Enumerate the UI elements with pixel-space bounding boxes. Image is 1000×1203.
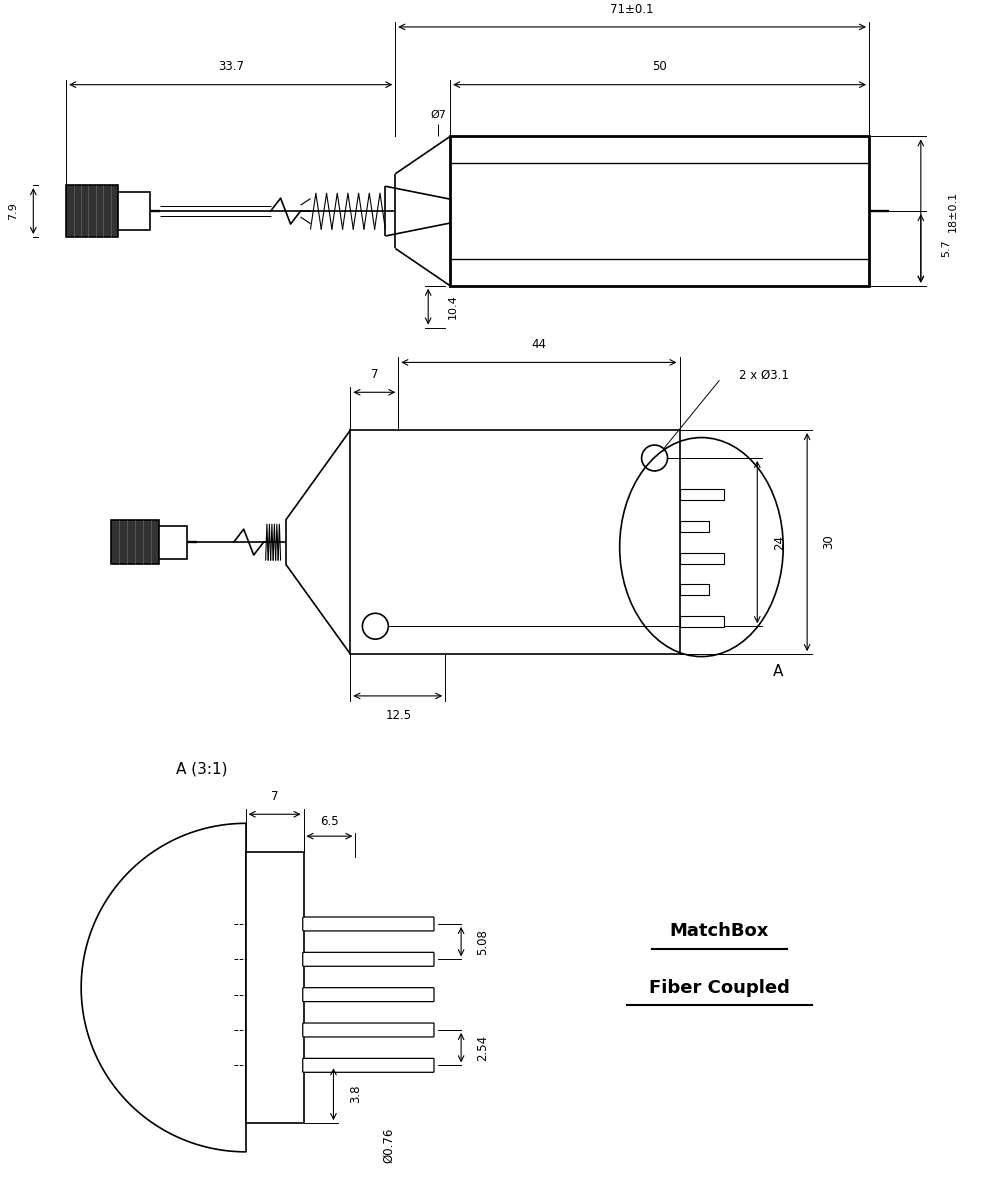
Text: MatchBox: MatchBox [670, 921, 769, 940]
Text: Ø7: Ø7 [430, 109, 446, 119]
Bar [118, 192, 150, 230]
Bar [159, 526, 187, 558]
Text: A: A [773, 664, 783, 678]
Text: 7.9: 7.9 [8, 202, 18, 220]
Bar [111, 520, 159, 564]
Text: 71±0.1: 71±0.1 [610, 2, 654, 16]
Text: Ø0.76: Ø0.76 [382, 1127, 395, 1162]
Text: 2 x Ø3.1: 2 x Ø3.1 [739, 369, 789, 381]
Text: 10.4: 10.4 [448, 295, 458, 319]
Bar [680, 616, 724, 627]
Text: 44: 44 [531, 338, 546, 351]
Text: 24: 24 [773, 534, 786, 550]
Text: 2.54: 2.54 [477, 1035, 490, 1061]
Bar [680, 521, 709, 532]
Text: Fiber Coupled: Fiber Coupled [649, 978, 790, 996]
Bar [680, 488, 724, 499]
Text: 3.8: 3.8 [349, 1085, 362, 1103]
Text: 30: 30 [823, 534, 836, 550]
FancyBboxPatch shape [303, 953, 434, 966]
FancyBboxPatch shape [303, 917, 434, 931]
FancyBboxPatch shape [303, 1023, 434, 1037]
Text: 33.7: 33.7 [218, 60, 244, 73]
Circle shape [642, 445, 668, 470]
Text: 5.7: 5.7 [941, 239, 951, 257]
Text: 6.5: 6.5 [320, 814, 339, 828]
Text: 7: 7 [271, 790, 278, 802]
Bar [680, 552, 724, 563]
FancyBboxPatch shape [303, 1059, 434, 1072]
Text: 5.08: 5.08 [477, 929, 490, 954]
Bar [450, 136, 869, 286]
Bar [350, 431, 680, 654]
Text: 7: 7 [371, 368, 378, 381]
Text: 12.5: 12.5 [385, 710, 411, 722]
Bar [246, 852, 304, 1124]
Text: 50: 50 [652, 60, 667, 73]
Text: 18±0.1: 18±0.1 [948, 190, 958, 232]
FancyBboxPatch shape [303, 988, 434, 1002]
Bar [680, 585, 709, 595]
Circle shape [362, 614, 388, 639]
Bar [66, 185, 118, 237]
Text: A (3:1): A (3:1) [176, 761, 227, 776]
